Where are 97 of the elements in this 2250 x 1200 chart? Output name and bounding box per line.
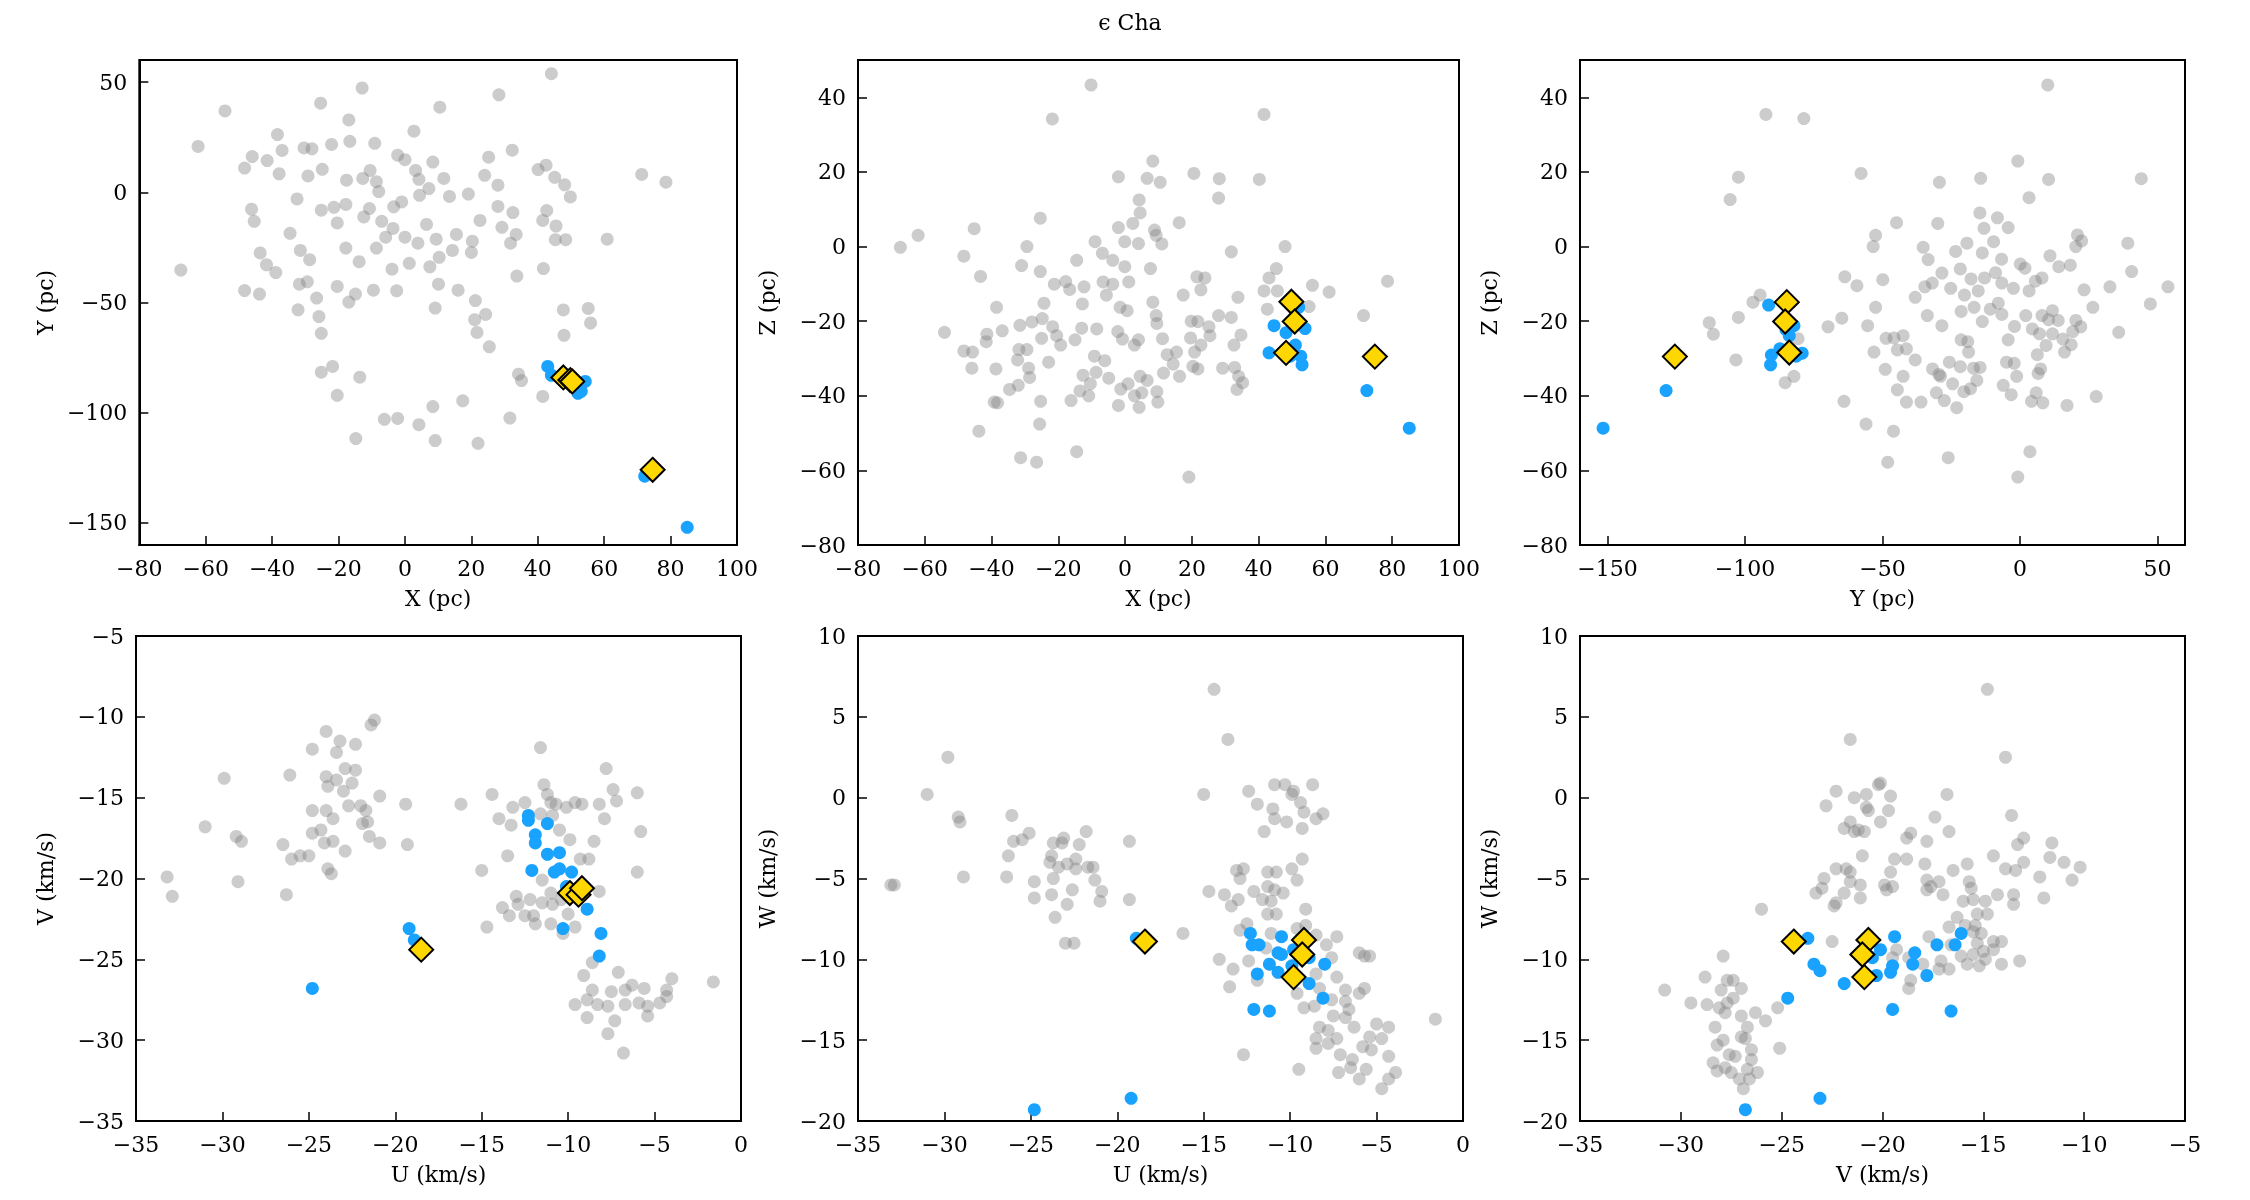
x-tick-label: −5 [2168,1131,2202,1157]
x-tick-label: −80 [116,555,163,581]
x-tick-label: 20 [1177,555,1206,581]
x-axis-title: X (pc) [1125,585,1192,611]
x-tick-label: −30 [1657,1131,1705,1157]
y-tick-label: 10 [818,623,846,649]
x-tick-label: 50 [2143,555,2172,581]
x-tick-label: −10 [2060,1131,2108,1157]
y-tick-label: −35 [77,1108,124,1134]
x-axis-title: V (km/s) [1835,1161,1929,1187]
y-tick-label: −150 [66,510,128,536]
y-tick-label: 40 [818,84,846,110]
y-tick-label: −80 [799,532,846,558]
x-tick-label: 60 [1311,555,1340,581]
x-tick-label: 80 [656,555,685,581]
y-tick-label: −15 [1521,1027,1568,1053]
x-tick-label: −60 [182,555,229,581]
y-tick-label: −5 [1535,866,1568,891]
x-tick-label: −15 [1180,1131,1227,1157]
x-tick-label: −20 [315,555,362,581]
y-tick-label: −40 [799,383,846,409]
y-tick-label: −10 [799,946,846,972]
x-tick-label: 60 [590,555,619,581]
x-tick-label: −30 [921,1131,968,1157]
y-tick-label: −20 [77,866,124,891]
x-tick-label: −10 [1266,1131,1314,1157]
y-tick-label: −5 [813,866,846,891]
y-tick-label: 0 [1554,234,1568,260]
y-tick-label: −20 [1521,308,1568,334]
x-tick-label: −100 [1714,555,1776,581]
x-tick-label: −25 [285,1131,333,1157]
y-tick-label: 0 [113,179,128,205]
x-tick-label: −150 [1577,555,1638,581]
x-tick-label: 20 [457,555,486,581]
x-tick-label: −20 [1035,555,1082,581]
x-tick-label: −30 [199,1131,246,1157]
y-axis-title: Y (pc) [32,269,58,337]
x-tick-label: 0 [397,555,412,581]
x-tick-label: −40 [248,555,296,581]
y-tick-label: 0 [832,785,846,811]
x-axis-title: Y (pc) [1848,585,1916,611]
x-tick-label: 40 [1244,555,1273,581]
y-axis-title: Z (pc) [754,269,780,336]
y-tick-label: 50 [99,69,128,95]
x-tick-label: −15 [458,1131,505,1157]
y-axis-title: W (km/s) [754,828,780,929]
y-tick-label: −20 [1521,1108,1568,1134]
x-tick-label: −5 [1360,1131,1393,1157]
y-tick-label: −40 [1521,383,1568,409]
y-tick-label: −25 [77,946,124,972]
x-tick-label: −25 [1758,1131,1805,1157]
y-tick-label: 0 [832,234,846,260]
y-tick-label: 5 [832,704,846,730]
y-tick-label: 0 [1554,785,1568,811]
x-tick-label: −20 [1094,1131,1141,1157]
x-tick-label: −40 [968,555,1015,581]
x-axis-title: U (km/s) [390,1161,487,1187]
x-tick-label: −60 [901,555,948,581]
y-tick-label: −60 [1521,457,1568,483]
x-tick-label: 0 [1456,1131,1470,1157]
x-tick-label: −50 [1859,555,1906,581]
x-tick-label: −15 [1960,1131,2007,1157]
y-axis-title: Z (pc) [1476,269,1502,336]
x-tick-label: −10 [544,1131,592,1157]
x-tick-label: 0 [2013,555,2027,581]
y-tick-label: 40 [1540,84,1568,110]
x-tick-label: −25 [1007,1131,1055,1157]
x-axis-title: U (km/s) [1112,1161,1209,1187]
y-axis-title: V (km/s) [32,832,58,926]
x-tick-label: 40 [523,555,552,581]
y-tick-label: 20 [1540,159,1568,185]
y-tick-label: −60 [799,457,846,483]
x-tick-label: −5 [638,1131,671,1157]
x-tick-label: −20 [372,1131,419,1157]
y-tick-label: 5 [1554,704,1568,730]
x-tick-label: 80 [1378,555,1407,581]
y-tick-label: −10 [77,704,124,730]
x-tick-label: 100 [1438,555,1480,581]
y-tick-label: −10 [1521,946,1568,972]
y-tick-label: −100 [66,400,128,426]
y-tick-label: −80 [1521,532,1568,558]
y-tick-label: −50 [80,290,128,315]
y-tick-label: −30 [77,1027,124,1053]
x-tick-label: 100 [716,555,758,581]
x-axis-title: X (pc) [405,585,472,611]
chart-title: ϵ Cha [1098,9,1162,35]
y-tick-label: −15 [799,1027,846,1053]
x-tick-label: −20 [1859,1131,1906,1157]
y-axis-title: W (km/s) [1476,828,1502,929]
x-tick-label: 0 [734,1131,748,1157]
y-tick-label: −5 [91,623,124,649]
y-tick-label: −15 [77,785,124,811]
y-tick-label: −20 [799,1108,846,1134]
y-tick-label: 20 [818,159,846,185]
x-tick-label: 0 [1118,555,1133,581]
y-tick-label: 10 [1540,623,1568,649]
y-tick-label: −20 [799,308,846,334]
